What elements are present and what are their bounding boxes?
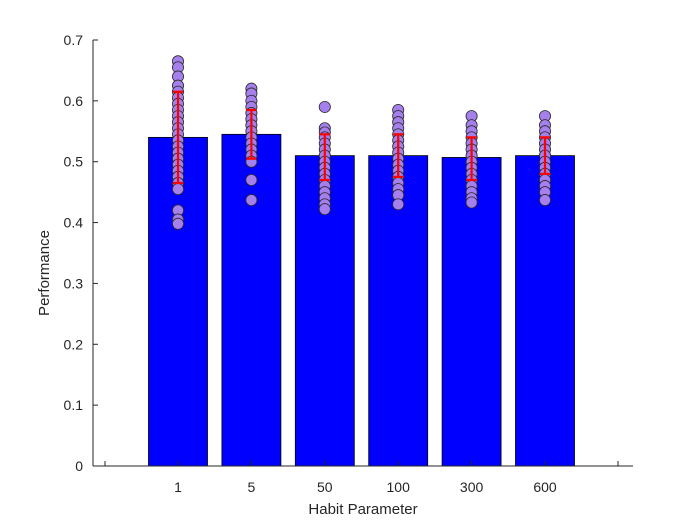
error-bars bbox=[173, 90, 550, 185]
y-tick-label: 0.2 bbox=[64, 336, 84, 352]
error-bar bbox=[540, 136, 550, 175]
x-axis-title: Habit Parameter bbox=[308, 501, 417, 518]
y-tick-label: 0.4 bbox=[64, 215, 84, 231]
x-axis-ticks: 1 5 50 100 300 600 bbox=[104, 461, 619, 495]
data-point bbox=[539, 194, 552, 207]
y-axis-title: Performance bbox=[36, 230, 53, 316]
x-tick-label: 5 bbox=[248, 479, 256, 495]
x-tick-label: 50 bbox=[317, 479, 333, 495]
data-point bbox=[245, 173, 258, 186]
y-tick-label: 0.3 bbox=[64, 275, 84, 291]
data-point bbox=[465, 196, 478, 209]
bars bbox=[148, 133, 575, 467]
x-tick-label: 100 bbox=[387, 479, 411, 495]
bar-5 bbox=[221, 133, 282, 467]
y-tick-label: 0.7 bbox=[64, 32, 84, 48]
error-bar bbox=[173, 90, 183, 185]
x-tick-label: 300 bbox=[460, 479, 484, 495]
bar-300 bbox=[441, 157, 502, 467]
data-point bbox=[245, 194, 258, 207]
data-point bbox=[392, 198, 405, 211]
data-point bbox=[171, 183, 184, 196]
data-point bbox=[171, 217, 184, 230]
y-tick-label: 0 bbox=[75, 458, 83, 474]
error-bar bbox=[466, 136, 477, 182]
error-bar bbox=[393, 133, 404, 179]
y-axis-ticks: 0 0.1 0.2 0.3 0.4 0.5 0.6 0.7 bbox=[64, 32, 98, 474]
y-tick-label: 0.5 bbox=[64, 154, 84, 170]
bar-600 bbox=[515, 155, 575, 467]
y-tick-label: 0.1 bbox=[64, 397, 84, 413]
x-tick-label: 1 bbox=[174, 479, 182, 495]
data-point bbox=[318, 100, 331, 113]
error-bar bbox=[246, 108, 257, 160]
data-point bbox=[318, 203, 331, 216]
axes bbox=[92, 40, 633, 467]
x-tick-label: 600 bbox=[533, 479, 557, 495]
y-tick-label: 0.6 bbox=[64, 93, 84, 109]
error-bar bbox=[319, 133, 330, 182]
